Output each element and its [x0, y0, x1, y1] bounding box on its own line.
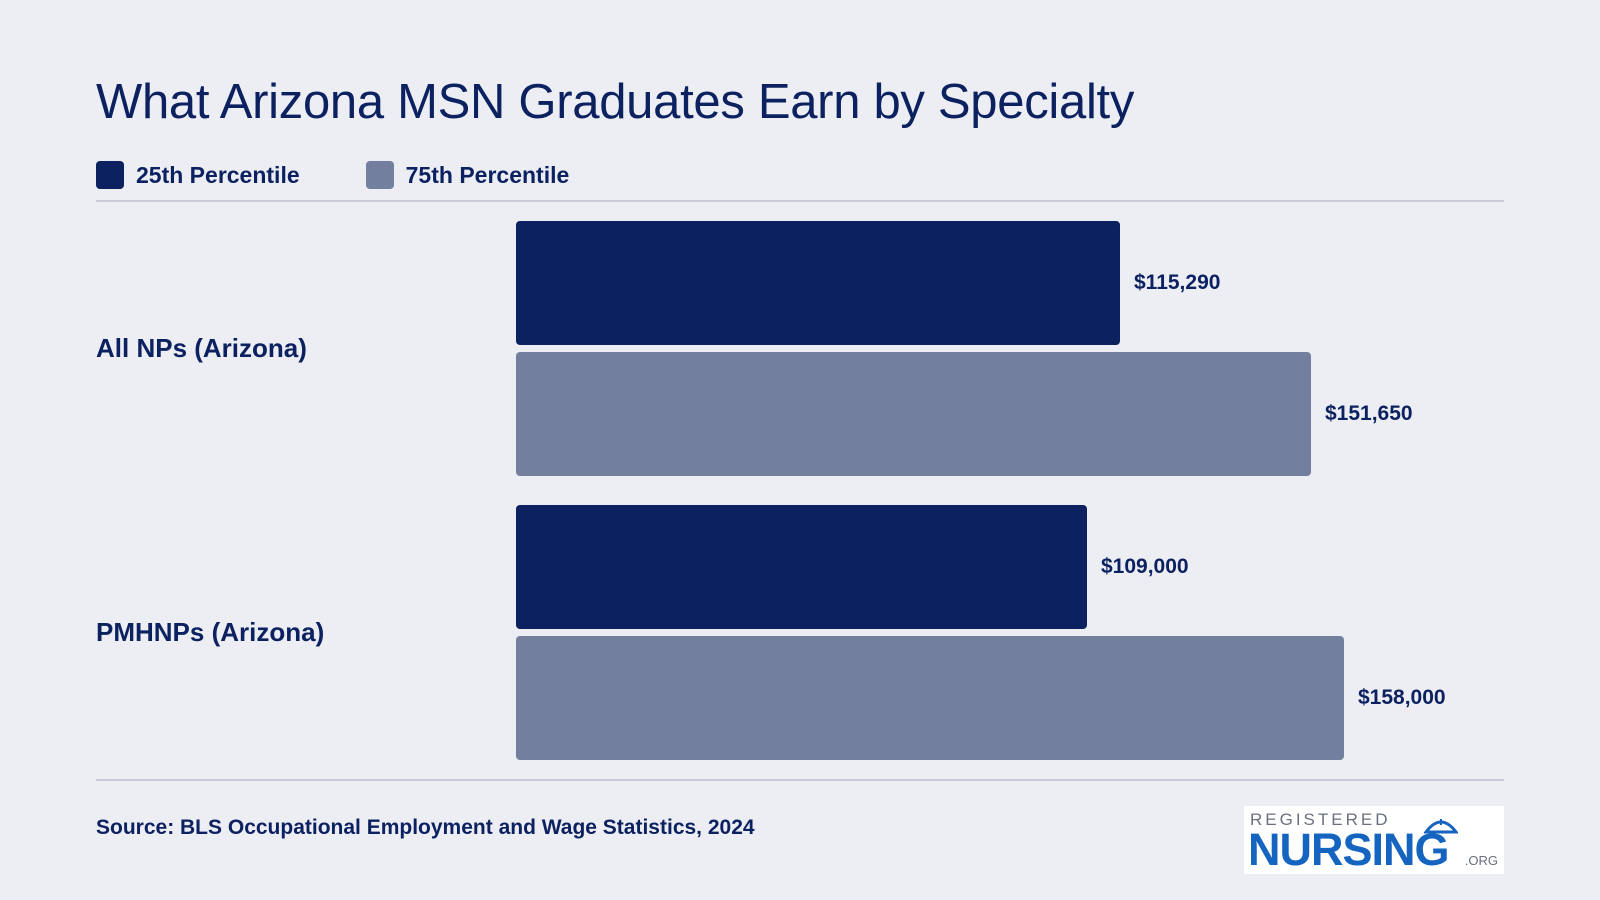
bar-all-nps-75th [516, 352, 1311, 476]
legend-label-25th: 25th Percentile [136, 161, 300, 188]
nurse-cap-icon [1424, 819, 1458, 834]
bar-label-all-nps-25th: $115,290 [1134, 271, 1221, 294]
chart-title: What Arizona MSN Graduates Earn by Speci… [96, 75, 1135, 129]
legend-swatch-25th [96, 161, 124, 189]
legend-label-75th: 75th Percentile [405, 161, 570, 188]
legend-swatch-75th [365, 161, 394, 189]
bar-pmhnps-75th [516, 636, 1344, 760]
bar-all-nps-25th [516, 221, 1120, 345]
legend: 25th Percentile 75th Percentile [96, 160, 635, 190]
source-note: Source: BLS Occupational Employment and … [96, 816, 755, 839]
bar-label-all-nps-75th: $151,650 [1325, 402, 1413, 425]
bar-label-pmhnps-25th: $109,000 [1101, 555, 1189, 578]
bar-label-pmhnps-75th: $158,000 [1358, 686, 1446, 709]
category-label-all-nps: All NPs (Arizona) [96, 333, 307, 363]
bar-pmhnps-25th [516, 505, 1087, 629]
logo-org-text: .ORG [1464, 853, 1498, 868]
legend-item-25th: 25th Percentile [96, 161, 300, 189]
legend-item-75th: 75th Percentile [365, 161, 570, 189]
divider-bottom [96, 779, 1504, 781]
logo-top-text: REGISTERED [1250, 810, 1391, 829]
category-label-pmhnps: PMHNPs (Arizona) [96, 617, 325, 647]
registered-nursing-logo: REGISTERED NURSING .ORG [1244, 806, 1504, 875]
divider-top [96, 200, 1504, 202]
logo-main-text: NURSING [1248, 824, 1450, 875]
